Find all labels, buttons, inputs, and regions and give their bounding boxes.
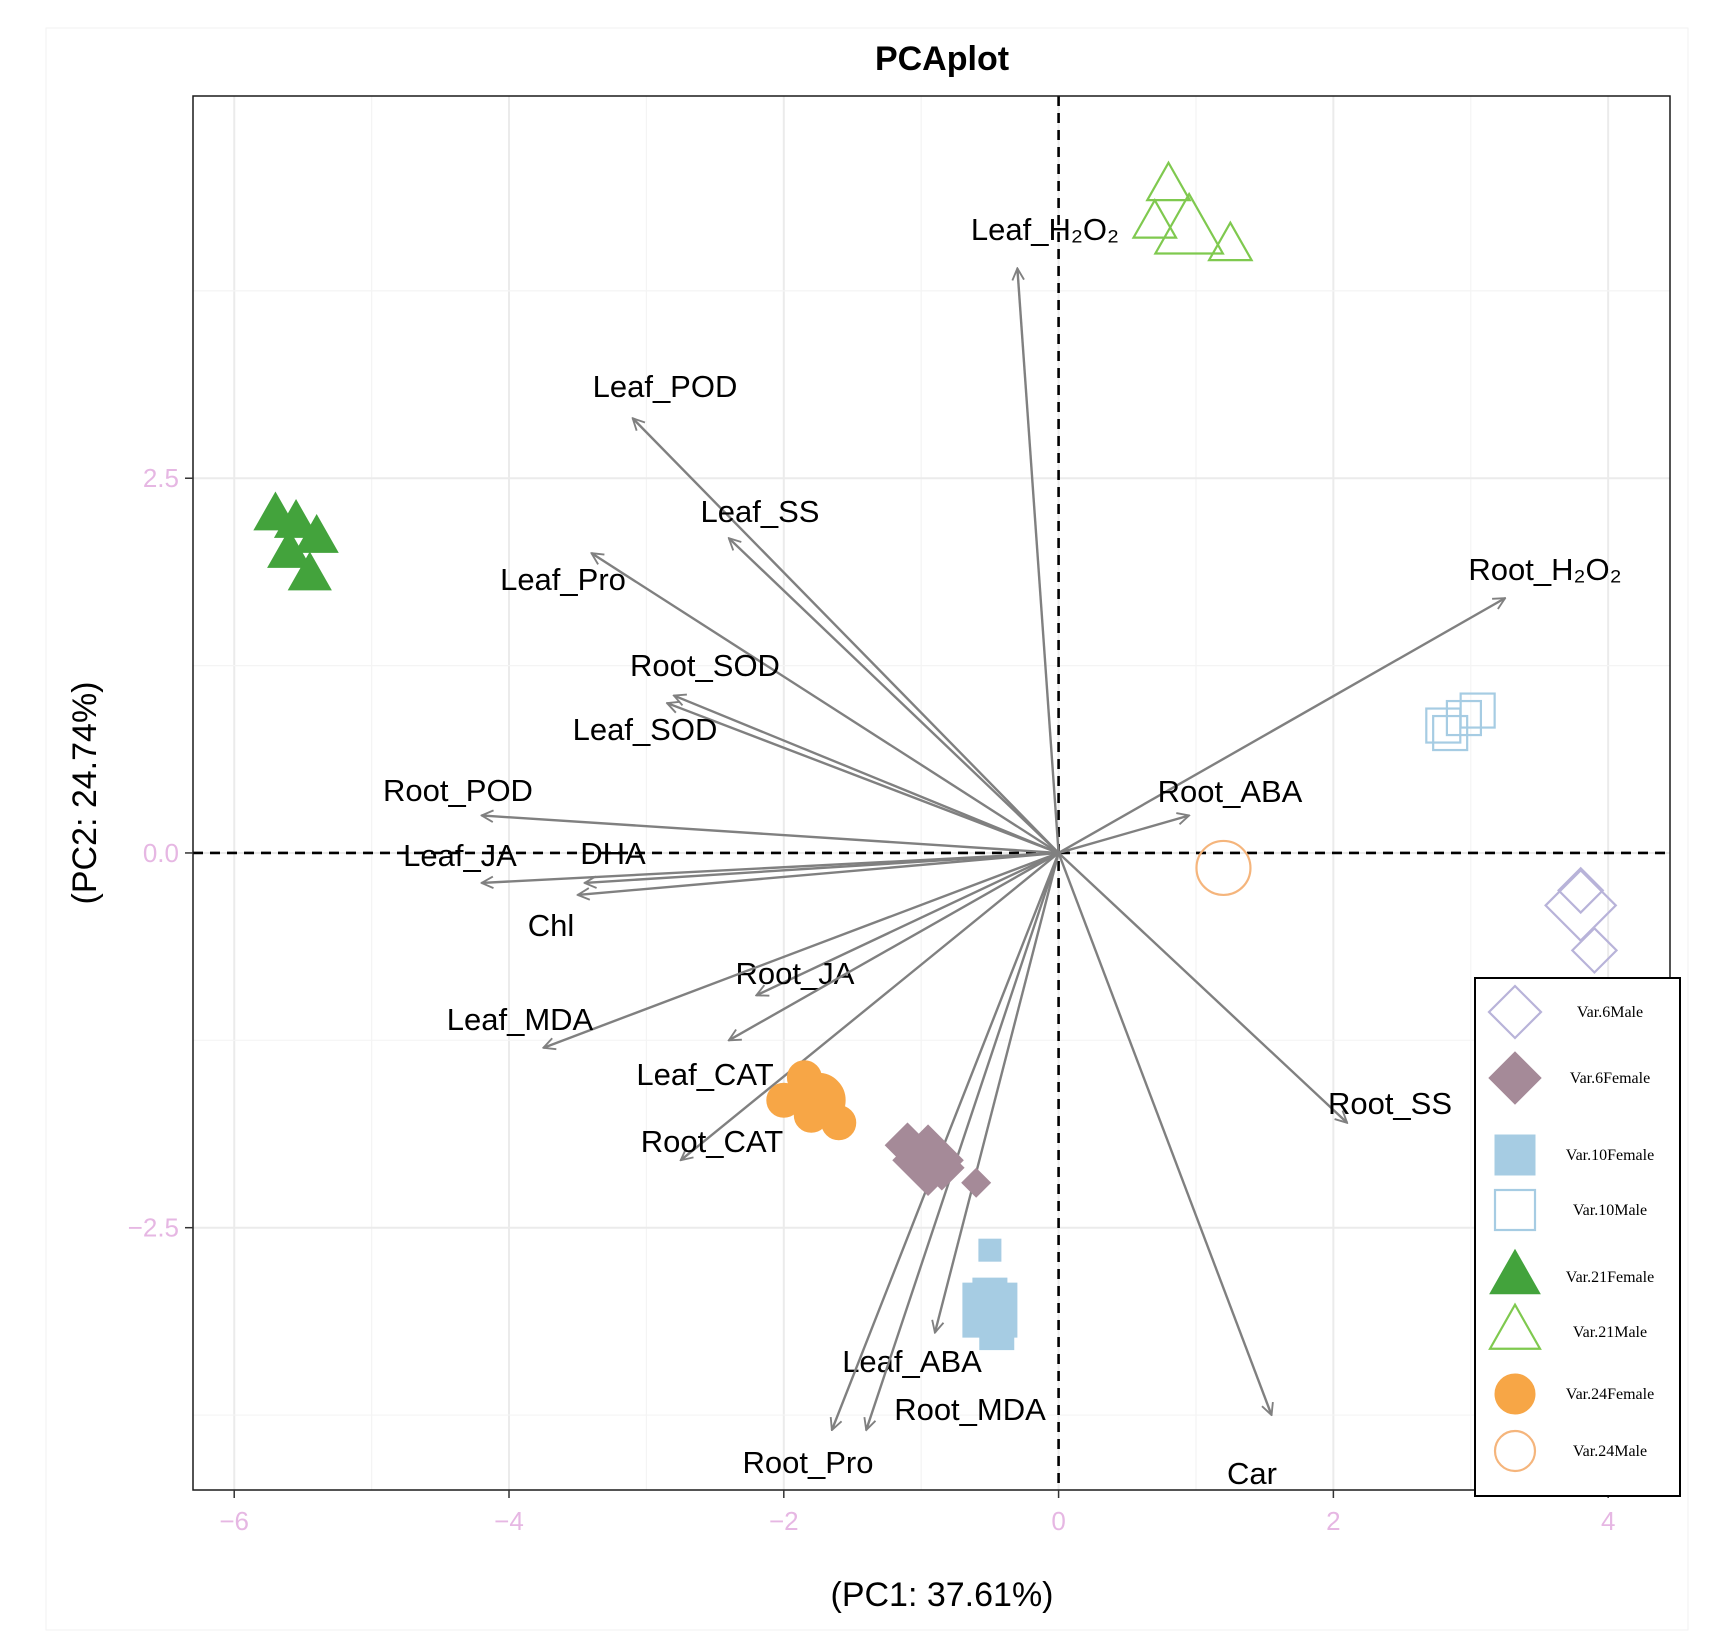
- loading-arrow-root-sod: [674, 696, 1060, 855]
- loading-label-leaf-ss: Leaf_SS: [701, 494, 820, 529]
- loading-label-root-sod: Root_SOD: [630, 648, 780, 683]
- loading-label-leaf-cat: Leaf_CAT: [636, 1057, 773, 1092]
- legend-box: [1474, 977, 1681, 1497]
- plot-border: [192, 95, 1671, 1491]
- x-tick-label: 4: [1601, 1506, 1615, 1536]
- x-tick-label: 2: [1326, 1506, 1340, 1536]
- loading-arrow-leaf-pod: [633, 418, 1060, 854]
- loading-label-root-ss: Root_SS: [1328, 1086, 1452, 1121]
- legend-label-var-24female: Var.24Female: [1566, 1386, 1654, 1403]
- point-var-24female: [821, 1105, 857, 1141]
- legend-key-var-10male: [1493, 1188, 1537, 1232]
- point-var-21male: [1153, 191, 1225, 255]
- legend-key-var-6female: [1488, 1051, 1542, 1105]
- loading-arrow-leaf-ss: [729, 538, 1060, 854]
- x-tick-label: −6: [219, 1506, 249, 1536]
- point-var-21female: [273, 498, 319, 538]
- legend-key-var-10female: [1494, 1134, 1536, 1176]
- point-var-10female: [979, 1315, 1015, 1351]
- loading-label-car: Car: [1227, 1456, 1277, 1491]
- point-var-21male: [1145, 160, 1192, 202]
- loading-label-leaf-pod: Leaf_POD: [593, 369, 738, 404]
- point-var-10female: [978, 1238, 1002, 1262]
- point-var-21male: [1207, 220, 1254, 262]
- outer-panel: [45, 27, 1689, 1631]
- point-var-10male: [1445, 699, 1483, 737]
- loading-arrow-leaf-sod: [667, 703, 1060, 855]
- point-var-21female: [267, 528, 312, 568]
- loading-arrow-root-cat: [681, 852, 1060, 1160]
- loading-label-root-cat: Root_CAT: [641, 1124, 783, 1159]
- loading-label-root-mda: Root_MDA: [894, 1392, 1046, 1427]
- loading-arrow-chl: [578, 851, 1059, 895]
- legend-label-var-21male: Var.21Male: [1573, 1324, 1647, 1341]
- score-points: [253, 160, 1619, 1351]
- point-var-21female: [294, 513, 339, 553]
- loading-arrow-dha: [585, 851, 1059, 883]
- loading-arrow-root-mda: [866, 852, 1060, 1430]
- x-axis-label: (PC1: 37.61%): [831, 1576, 1054, 1614]
- legend-label-var-10female: Var.10Female: [1566, 1147, 1654, 1164]
- loading-label-leaf-mda: Leaf_MDA: [447, 1002, 594, 1037]
- loading-label-root-h2o2: Root_H₂O₂: [1468, 552, 1621, 587]
- legend-label-var-21female: Var.21Female: [1566, 1269, 1654, 1286]
- axes: −6 −4 −2 0 2 4 −2.5 0.0 2.5: [128, 463, 1616, 1536]
- loading-arrow-leaf-aba: [935, 852, 1060, 1333]
- x-tick-label: 0: [1051, 1506, 1065, 1536]
- loading-label-leaf-h2o2: Leaf_H₂O₂: [971, 212, 1119, 247]
- x-tick-label: −4: [494, 1506, 524, 1536]
- point-var-6female: [961, 1167, 992, 1198]
- legend-key-var-21male: [1488, 1302, 1542, 1350]
- point-var-10male: [1459, 692, 1496, 729]
- y-axis-label: (PC2: 24.74%): [66, 682, 104, 905]
- legend-key-var-6male: [1487, 984, 1543, 1040]
- legend-label-var-6female: Var.6Female: [1570, 1070, 1650, 1087]
- legend-label-var-24male: Var.24Male: [1573, 1443, 1647, 1460]
- legend-label-var-6male: Var.6Male: [1577, 1004, 1643, 1021]
- loading-arrow-root-pro: [832, 852, 1060, 1430]
- loading-label-root-ja: Root_JA: [736, 956, 855, 991]
- loading-arrow-leaf-cat: [729, 851, 1060, 1042]
- loading-label-leaf-pro: Leaf_Pro: [500, 562, 626, 597]
- x-tick-label: −2: [769, 1506, 799, 1536]
- loading-arrow-car: [1057, 852, 1272, 1415]
- loading-arrow-root-h2o2: [1057, 597, 1506, 854]
- legend: Var.6Male Var.6Female Var.10Female Var.10Ma…: [1474, 977, 1681, 1497]
- chart-title: PCAplot: [875, 40, 1009, 78]
- loading-label-root-pod: Root_POD: [383, 773, 533, 808]
- loading-label-leaf-aba: Leaf_ABA: [842, 1344, 982, 1379]
- legend-key-var-24female: [1494, 1373, 1536, 1415]
- loading-label-leaf-ja: Leaf_JA: [403, 838, 517, 873]
- loading-vectors: Leaf_H₂O₂ Leaf_POD Leaf_SS Leaf_Pro Root_SOD…: [383, 212, 1622, 1491]
- loading-arrow-root-ja: [756, 851, 1060, 995]
- loading-arrow-root-aba: [1058, 815, 1190, 855]
- loading-label-chl: Chl: [528, 908, 575, 943]
- point-var-21female: [287, 551, 332, 591]
- loading-label-root-pro: Root_Pro: [743, 1445, 874, 1480]
- loading-label-leaf-sod: Leaf_SOD: [573, 712, 718, 747]
- point-var-6male: [1570, 926, 1619, 975]
- point-var-10male: [1432, 714, 1469, 752]
- point-var-6female: [918, 1144, 965, 1191]
- point-var-24male: [1195, 839, 1252, 897]
- legend-key-var-24male: [1493, 1429, 1537, 1473]
- y-tick-label: 2.5: [143, 463, 179, 493]
- loading-label-root-aba: Root_ABA: [1158, 774, 1303, 809]
- loading-arrow-root-pod: [482, 815, 1059, 855]
- point-var-6male: [1557, 866, 1605, 915]
- y-tick-label: 0.0: [143, 838, 179, 868]
- point-var-21male: [1131, 197, 1178, 239]
- loading-arrow-leaf-pro: [591, 553, 1060, 854]
- loading-arrow-leaf-h2o2: [1017, 268, 1060, 854]
- legend-key-var-21female: [1489, 1248, 1541, 1295]
- loading-label-dha: DHA: [580, 836, 646, 871]
- y-tick-label: −2.5: [128, 1213, 179, 1243]
- legend-label-var-10male: Var.10Male: [1573, 1202, 1647, 1219]
- loading-arrow-root-ss: [1057, 852, 1348, 1123]
- loading-arrow-leaf-mda: [543, 851, 1060, 1048]
- reference-lines: [193, 96, 1670, 1490]
